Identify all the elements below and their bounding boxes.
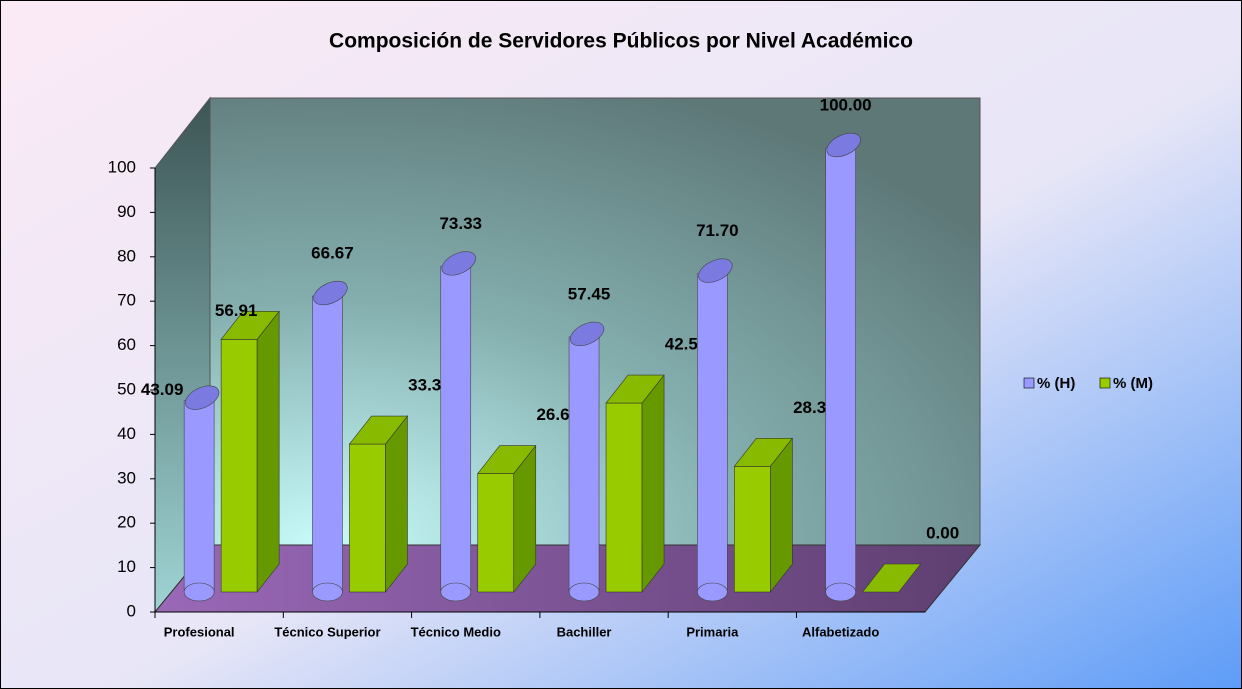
y-tick-label: 50: [117, 379, 136, 398]
bar-top: [313, 280, 348, 306]
legend-swatch: [1099, 377, 1111, 389]
bar-top: [733, 438, 793, 467]
value-label: 43.09: [141, 380, 184, 399]
bar-top: [862, 563, 922, 593]
value-label: 0.00: [926, 523, 959, 542]
y-tick-label: 60: [117, 335, 136, 354]
value-label: 42.55: [665, 335, 708, 354]
bar-base: [440, 582, 472, 602]
bar: [183, 400, 215, 593]
value-label: 28.30: [793, 398, 836, 417]
chart-title: Composición de Servidores Públicos por N…: [329, 30, 913, 53]
bar-top: [569, 321, 605, 347]
bar-side: [256, 310, 280, 593]
x-tick-label: Técnico Superior: [274, 624, 380, 639]
x-tick-label: Bachiller: [557, 624, 612, 639]
y-tick-label: 70: [117, 291, 136, 310]
bar-top: [698, 258, 733, 283]
value-label: 71.70: [696, 221, 739, 240]
legend-label: % (M): [1113, 375, 1153, 392]
legend-swatch: [1023, 377, 1035, 389]
y-tick-label: 100: [108, 157, 136, 176]
bar: [477, 473, 515, 593]
value-label: 73.33: [439, 214, 482, 233]
y-tick-label: 40: [117, 424, 136, 443]
y-tick-label: 10: [117, 557, 136, 576]
bar: [605, 402, 643, 593]
value-label: 100.00: [820, 95, 872, 114]
bar: [734, 466, 771, 593]
bar-top: [826, 132, 861, 158]
value-label: 26.67: [536, 405, 579, 424]
bar-base: [312, 582, 343, 602]
bar: [312, 295, 343, 593]
y-tick-label: 0: [127, 601, 136, 620]
bar-base: [183, 582, 215, 602]
value-label: 56.91: [215, 301, 258, 320]
bar-side: [385, 415, 408, 593]
y-tick-label: 80: [117, 246, 136, 265]
bar: [697, 273, 728, 593]
bar: [220, 339, 258, 593]
bar-base: [568, 582, 600, 602]
bar-top: [605, 374, 665, 404]
bar-side: [641, 374, 665, 593]
bar: [568, 336, 600, 593]
bar-top: [184, 385, 220, 410]
bar-top: [477, 445, 537, 474]
y-tick-label: 20: [117, 513, 136, 532]
value-label: 57.45: [568, 284, 611, 303]
x-tick-label: Alfabetizado: [802, 624, 879, 639]
y-tick-label: 90: [117, 202, 136, 221]
legend-label: % (H): [1037, 375, 1075, 392]
bar-base: [697, 582, 728, 602]
value-label: 66.67: [311, 243, 354, 262]
bar-top: [220, 311, 280, 340]
bar: [349, 443, 386, 593]
x-tick-label: Primaria: [686, 624, 739, 639]
bar-base: [825, 582, 856, 602]
bar: [825, 147, 856, 593]
y-tick-label: 30: [117, 468, 136, 487]
bar: [440, 266, 472, 593]
x-tick-label: Técnico Medio: [411, 624, 501, 639]
x-tick-label: Profesional: [164, 624, 235, 639]
value-label: 33.33: [408, 375, 451, 394]
bar-top: [441, 251, 476, 276]
bar-top: [348, 415, 409, 445]
